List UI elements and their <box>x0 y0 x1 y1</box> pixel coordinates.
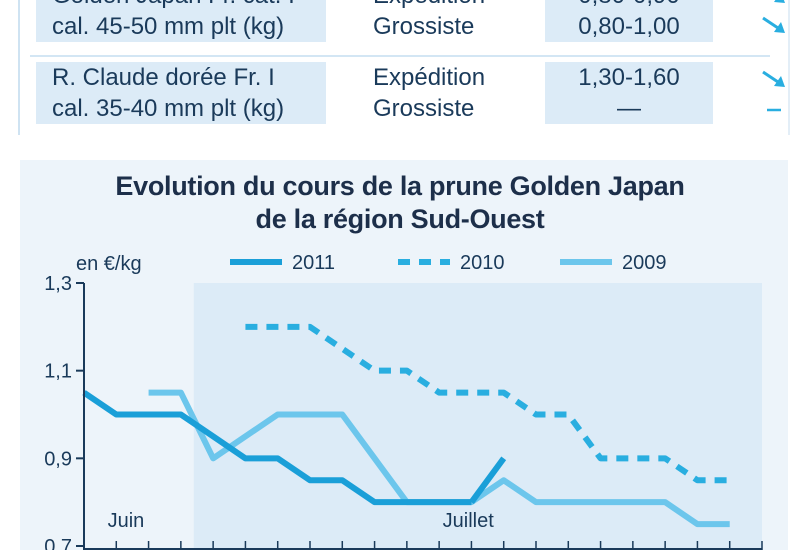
legend-label-2011: 2011 <box>292 252 335 274</box>
y-axis-label: en €/kg <box>76 253 142 275</box>
month-label: Juillet <box>443 510 495 532</box>
y-tick-label: 1,3 <box>44 273 72 295</box>
y-tick-label: 0,9 <box>44 448 72 470</box>
y-tick-label: 0,7 <box>44 536 72 550</box>
legend-label-2009: 2009 <box>622 252 667 274</box>
y-tick-label: 1,1 <box>44 361 72 383</box>
legend-label-2010: 2010 <box>460 252 505 274</box>
month-label: Juin <box>108 510 145 532</box>
price-line-chart: 1,3 1,1 0,9 0,7 Juin Juillet 2011 2010 2009 en … <box>0 0 800 550</box>
